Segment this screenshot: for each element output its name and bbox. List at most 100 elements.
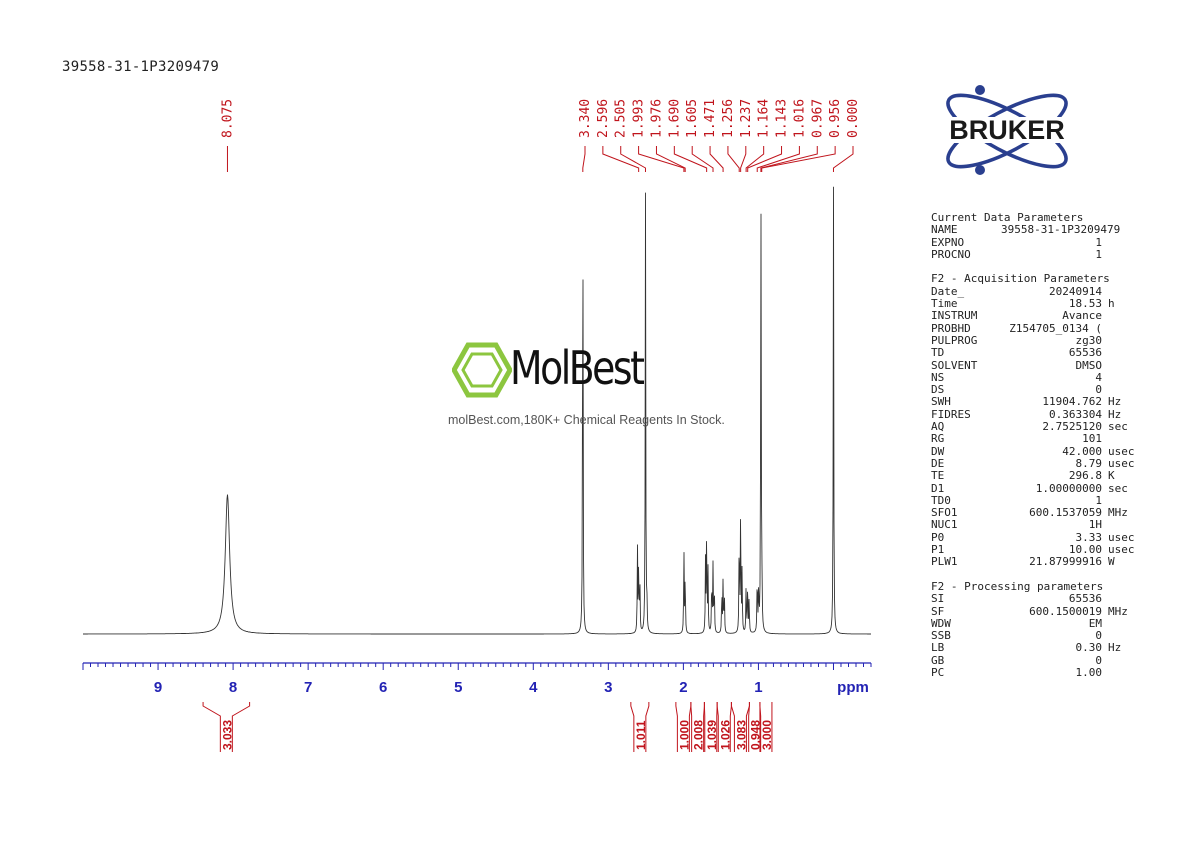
param-value: 42.000: [1062, 444, 1102, 458]
molbest-brand: MolBest: [510, 341, 645, 395]
param-row-instrum: INSTRUM Avance: [931, 309, 1135, 323]
param-value: 65536: [1068, 592, 1102, 606]
param-row-lb: LB 0.30 Hz: [931, 641, 1135, 655]
param-value: 1.00000000: [1035, 481, 1102, 495]
param-name: P1: [931, 543, 945, 557]
param-row-de: DE 8.79 usec: [931, 456, 1135, 470]
integral-value: 3.000: [760, 720, 774, 750]
param-unit: usec: [1108, 456, 1135, 470]
peak-label: 1.605: [685, 99, 700, 138]
param-row-date: Date_ 20240914: [931, 284, 1135, 298]
peak-labels: 8.075 3.340 2.596 2.505 1.993 1.976 1.690 1.605…: [220, 99, 861, 172]
param-name: Date_: [931, 284, 965, 298]
param-name: INSTRUM: [931, 309, 978, 323]
param-value: 18.53: [1068, 297, 1102, 311]
param-value: 1.00: [1075, 665, 1103, 679]
param-row-td0: TD0 1: [931, 493, 1135, 507]
param-row-p0: P0 3.33 usec: [931, 530, 1135, 544]
tick-label: 5: [454, 679, 462, 696]
param-value: 296.8: [1068, 469, 1102, 483]
params-acquisition-title: F2 - Acquisition Parameters: [931, 272, 1110, 286]
tick-label: 1: [754, 679, 762, 696]
param-name: TD0: [931, 493, 951, 507]
param-row-p1: P1 10.00 usec: [931, 543, 1135, 557]
param-name: LB: [931, 641, 945, 655]
param-row-probhd: PROBHD Z154705_0134 (: [931, 321, 1135, 335]
param-name: PROBHD: [931, 321, 971, 335]
peak-label-leader: [761, 146, 836, 172]
spectrum-trace: [83, 186, 871, 635]
param-name: NAME: [931, 223, 958, 237]
param-row-name: NAME 39558-31-1P3209479: [931, 223, 1135, 237]
param-value: EM: [1088, 616, 1102, 630]
param-value: 1H: [1088, 518, 1102, 532]
param-value: 0.30: [1075, 641, 1103, 655]
param-name: Time: [931, 297, 958, 311]
acquisition-parameters: Current Data Parameters NAME 39558-31-1P3…: [931, 211, 1135, 679]
tick-label: 3: [604, 679, 612, 696]
param-row-gb: GB 0: [931, 654, 1135, 667]
param-value: Avance: [1062, 309, 1102, 323]
param-value: 11904.762: [1042, 395, 1102, 409]
param-name: P0: [931, 530, 945, 544]
param-row-rg: RG 101: [931, 433, 1135, 446]
params-current-rows: NAME 39558-31-1P3209479 EXPNO 1 PROCNO 1: [931, 223, 1135, 261]
param-name: SSB: [931, 629, 951, 643]
param-value: 65536: [1068, 346, 1102, 360]
integral-bracket: [202, 702, 251, 752]
param-unit: MHz: [1108, 604, 1128, 618]
integral-value: 3.083: [734, 720, 748, 750]
peak-label-leader: [727, 146, 740, 172]
param-name: PC: [931, 665, 945, 679]
bruker-logo: BRUKER: [920, 84, 1095, 179]
param-row-d1: D1 1.00000000 sec: [931, 481, 1135, 495]
param-name: SOLVENT: [931, 358, 978, 372]
param-name: SF: [931, 604, 945, 618]
params-processing-rows: SI 65536 SF 600.1500019 MHz WDW EM SSB 0 LB 0.30 Hz…: [931, 592, 1135, 679]
integral-value: 1.026: [718, 720, 732, 750]
param-value: 1: [1095, 493, 1102, 507]
peak-label-leader: [655, 146, 686, 172]
param-name: PROCNO: [931, 247, 971, 261]
integrals: 3.033 1.011 1.000 2.008 1.039 1.026 3.083 0.948…: [202, 702, 774, 752]
tick-label: 9: [154, 679, 162, 696]
param-row-te: TE 296.8 K: [931, 469, 1135, 483]
param-unit: MHz: [1108, 506, 1128, 520]
param-row-sfo1: SFO1 600.1537059 MHz: [931, 506, 1135, 520]
param-name: PULPROG: [931, 333, 978, 347]
param-row-nuc1: NUC1 1H: [931, 518, 1135, 532]
param-row-ds: DS 0: [931, 383, 1135, 396]
param-unit: Hz: [1108, 395, 1122, 409]
peak-label: 1.256: [721, 99, 736, 138]
param-unit: sec: [1108, 420, 1128, 434]
peak-label-leader: [740, 146, 747, 172]
param-value: 2.7525120: [1042, 420, 1102, 434]
param-name: DE: [931, 456, 945, 470]
peak-label-leader: [745, 146, 765, 172]
tick-label: 4: [529, 679, 538, 696]
tick-label: 8: [229, 679, 237, 696]
param-value: 4: [1095, 370, 1102, 384]
param-name: DW: [931, 444, 945, 458]
integral-bracket: [630, 702, 650, 752]
nmr-spectrum-chart: 8.075 3.340 2.596 2.505 1.993 1.976 1.690 1.605…: [82, 99, 872, 752]
param-name: SI: [931, 592, 945, 606]
peak-label: 1.471: [703, 99, 718, 138]
param-value: Z154705_0134 (: [1009, 321, 1102, 335]
param-value: 20240914: [1049, 284, 1102, 298]
molbest-watermark: MolBest molBest.com,180K+ Chemical Reage…: [448, 340, 748, 430]
param-unit: sec: [1108, 481, 1128, 495]
peak-label-leader: [582, 146, 586, 172]
param-name: D1: [931, 481, 945, 495]
peak-label: 0.967: [810, 99, 825, 138]
peak-label: 3.340: [578, 99, 593, 138]
integral-value: 3.033: [220, 720, 234, 750]
param-value: 39558-31-1P3209479: [1001, 223, 1121, 237]
param-name: AQ: [931, 420, 945, 434]
param-value: 8.79: [1075, 456, 1103, 470]
param-row-swh: SWH 11904.762 Hz: [931, 395, 1135, 409]
param-unit: Hz: [1108, 407, 1122, 421]
param-name: EXPNO: [931, 235, 965, 249]
peak-label-leader: [756, 146, 800, 172]
param-name: TE: [931, 469, 945, 483]
